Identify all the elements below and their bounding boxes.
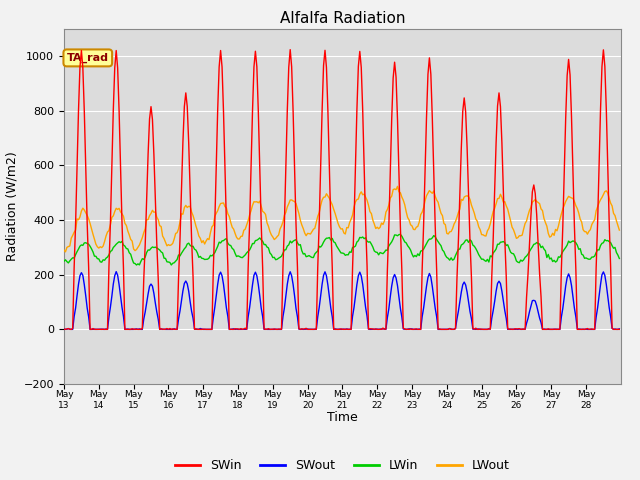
Title: Alfalfa Radiation: Alfalfa Radiation <box>280 11 405 26</box>
LWout <box>541 219 549 225</box>
Line: LWout: LWout <box>64 186 620 252</box>
SWin <box>81 108 88 114</box>
LWin <box>397 231 404 237</box>
SWout <box>616 326 623 332</box>
SWin <box>541 326 549 332</box>
LWin <box>60 258 68 264</box>
SWin <box>61 326 69 332</box>
SWout <box>97 326 104 332</box>
LWin <box>348 250 355 255</box>
SWin <box>614 326 621 332</box>
Line: SWin: SWin <box>64 49 620 329</box>
SWin <box>459 108 467 114</box>
LWout <box>459 198 467 204</box>
LWin <box>541 248 549 253</box>
LWin <box>97 259 104 264</box>
SWin <box>349 265 356 271</box>
LWin <box>79 242 86 248</box>
LWout <box>616 227 623 233</box>
SWout <box>458 289 465 295</box>
Line: SWout: SWout <box>64 272 620 329</box>
LWin <box>614 252 621 258</box>
SWin <box>98 326 106 332</box>
X-axis label: Time: Time <box>327 411 358 424</box>
LWout <box>348 216 355 222</box>
LWin <box>459 241 467 247</box>
Text: TA_rad: TA_rad <box>67 53 109 63</box>
Y-axis label: Radiation (W/m2): Radiation (W/m2) <box>5 152 18 261</box>
SWin <box>286 47 294 52</box>
Line: LWin: LWin <box>64 234 620 265</box>
LWout <box>614 222 621 228</box>
LWout <box>60 247 68 253</box>
SWin <box>60 326 68 332</box>
SWout <box>113 269 120 275</box>
LWout <box>61 249 69 255</box>
SWout <box>79 273 86 278</box>
LWout <box>81 207 88 213</box>
LWout <box>98 245 106 251</box>
SWout <box>60 326 68 332</box>
LWin <box>132 262 140 268</box>
LWin <box>616 256 623 262</box>
SWin <box>616 326 623 332</box>
SWout <box>540 326 548 332</box>
LWout <box>394 183 401 189</box>
SWout <box>348 326 355 332</box>
SWout <box>612 326 620 332</box>
Legend: SWin, SWout, LWin, LWout: SWin, SWout, LWin, LWout <box>170 454 515 477</box>
